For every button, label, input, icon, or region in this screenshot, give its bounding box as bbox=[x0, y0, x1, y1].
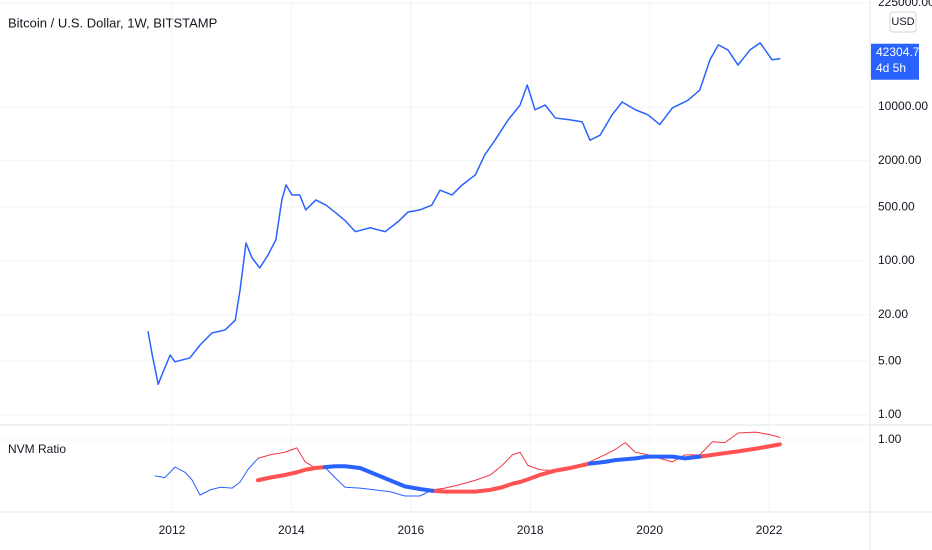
currency-button[interactable] bbox=[889, 11, 917, 33]
price-tag bbox=[871, 43, 919, 80]
y-tick-label: 225000.00 bbox=[878, 0, 932, 9]
indicator-title: NVM Ratio bbox=[8, 442, 66, 456]
y-tick-label: 100.00 bbox=[878, 253, 915, 267]
chart-title: Bitcoin / U.S. Dollar, 1W, BITSTAMP bbox=[8, 15, 217, 30]
currency-label[interactable]: USD bbox=[891, 16, 914, 28]
x-tick-label: 2014 bbox=[278, 523, 305, 537]
series-line bbox=[154, 457, 433, 497]
price-tag-label: 42304.76 bbox=[876, 45, 926, 59]
series-line bbox=[147, 42, 781, 386]
y-tick-label: 10000.00 bbox=[878, 99, 928, 113]
x-tick-label: 2022 bbox=[756, 523, 783, 537]
y-tick-label: 5.00 bbox=[878, 353, 902, 367]
series-line bbox=[255, 442, 782, 494]
x-tick-label: 2020 bbox=[636, 523, 663, 537]
x-tick-label: 2012 bbox=[159, 523, 186, 537]
y-tick-label: 20.00 bbox=[878, 307, 908, 321]
y-tick-label: 1.00 bbox=[878, 432, 902, 446]
x-tick-label: 2016 bbox=[397, 523, 424, 537]
y-tick-label: 1.00 bbox=[878, 407, 902, 421]
y-tick-label: 2000.00 bbox=[878, 153, 922, 167]
x-tick-label: 2018 bbox=[517, 523, 544, 537]
y-tick-label: 500.00 bbox=[878, 199, 915, 213]
countdown-label: 4d 5h bbox=[876, 61, 906, 75]
series-line bbox=[322, 454, 702, 493]
